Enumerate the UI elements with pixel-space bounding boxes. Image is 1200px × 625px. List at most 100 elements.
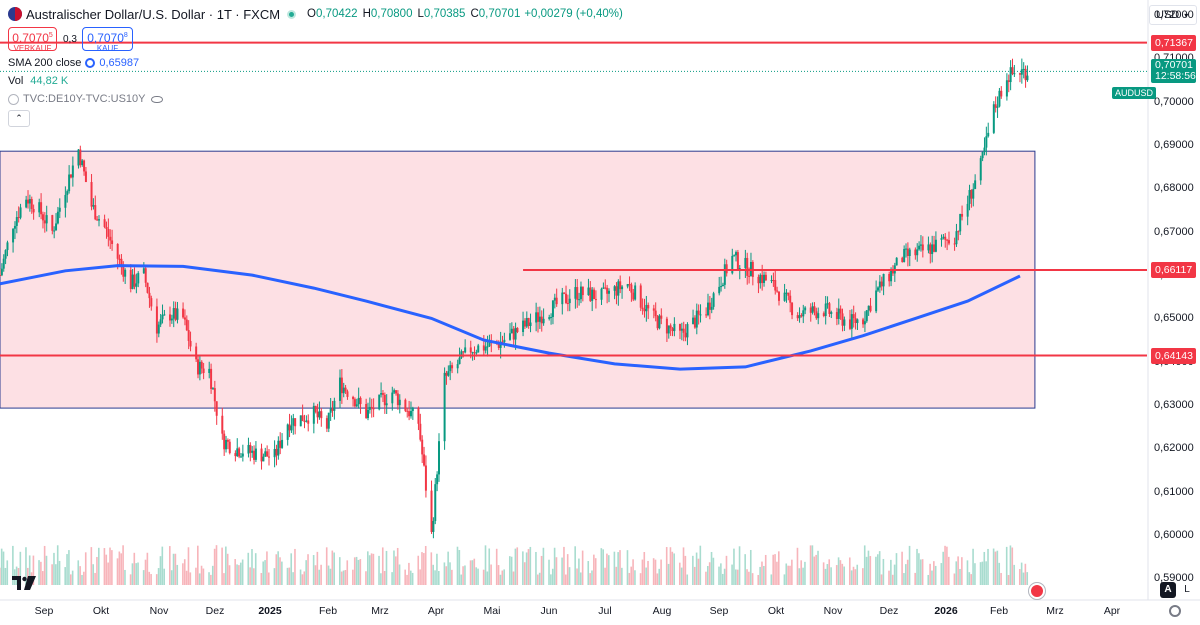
candle-body <box>161 314 164 320</box>
candle-body <box>437 441 440 475</box>
time-axis-label: Okt <box>767 605 785 617</box>
candle-body <box>699 314 702 316</box>
volume-bar <box>318 569 321 585</box>
volume-bar <box>357 559 360 585</box>
volume-bar <box>168 546 171 585</box>
candle-body <box>1005 80 1008 97</box>
volume-bar <box>279 557 281 585</box>
sell-button[interactable]: 0,70705 VERKAUF <box>8 27 57 53</box>
candle-body <box>680 328 683 331</box>
candle-body <box>916 249 919 256</box>
volume-bar <box>277 551 279 585</box>
candle-body <box>581 286 584 296</box>
volume-bar <box>621 567 623 585</box>
candle-body <box>81 160 84 166</box>
sma-legend[interactable]: SMA 200 close 0,65987 <box>8 57 139 69</box>
gear-icon[interactable] <box>1169 605 1181 617</box>
price-zone-rectangle[interactable] <box>0 150 1036 409</box>
volume-bar <box>129 574 132 585</box>
volume-bar <box>830 567 832 585</box>
volume-bar <box>777 551 780 585</box>
buy-price: 0,7070 <box>87 31 124 45</box>
candle-body <box>195 346 198 360</box>
volume-bar <box>161 546 164 585</box>
spread-symbol-legend[interactable]: TVC:DE10Y-TVC:US10Y <box>8 93 164 105</box>
economic-events-icon[interactable] <box>1029 583 1045 599</box>
volume-bar <box>238 565 240 585</box>
candle-body <box>221 415 224 434</box>
volume-bar <box>813 556 816 585</box>
auto-scale-button[interactable]: A <box>1160 582 1176 598</box>
volume-bar <box>381 547 384 585</box>
volume-bar <box>764 554 767 585</box>
volume-bar <box>876 554 879 585</box>
volume-bar <box>111 550 113 585</box>
candle-body <box>1020 69 1023 75</box>
candle-body <box>163 314 166 316</box>
volume-bar <box>124 569 126 585</box>
volume-bar <box>239 562 242 585</box>
candle-body <box>275 448 278 456</box>
symbol-title[interactable]: Australischer Dollar/U.S. Dollar · 1T · … <box>26 6 281 22</box>
candle-body <box>146 282 149 293</box>
candle-body <box>28 199 31 204</box>
candle-body <box>107 228 110 237</box>
volume-bar <box>529 546 532 585</box>
candle-body <box>626 284 629 287</box>
volume-bar <box>380 573 382 585</box>
volume-bar <box>292 572 294 585</box>
hidden-eye-icon[interactable] <box>151 95 164 103</box>
candle-body <box>901 257 904 263</box>
volume-bar <box>686 574 689 585</box>
currency-selector[interactable]: USD ▾ <box>1149 5 1197 25</box>
price-axis-label: 0,65000 <box>1154 312 1194 325</box>
volume-bar <box>682 547 685 585</box>
candle-body <box>587 287 590 296</box>
volume-bar <box>695 552 698 585</box>
candle-body <box>17 217 20 219</box>
volume-bar <box>333 552 335 585</box>
volume-bar <box>38 560 40 585</box>
volume-bar <box>770 574 773 585</box>
price-axis-label: 0,68000 <box>1154 182 1194 195</box>
time-axis-label: 2026 <box>934 605 958 617</box>
candle-body <box>551 300 554 317</box>
buy-button[interactable]: 0,70708 KAUF <box>82 27 133 53</box>
log-scale-button[interactable]: L <box>1184 584 1190 595</box>
volume-bar <box>927 574 930 585</box>
candle-body <box>854 318 857 324</box>
volume-bar <box>4 567 7 585</box>
candle-body <box>370 406 373 408</box>
volume-bar <box>329 568 332 585</box>
volume-bar <box>378 555 380 585</box>
volume-legend[interactable]: Vol 44,82 K <box>8 75 68 87</box>
candle-body <box>4 250 7 259</box>
volume-bar <box>720 563 722 585</box>
collapse-legend-button[interactable]: ⌃ <box>8 110 30 127</box>
tradingview-logo-icon[interactable] <box>12 576 36 590</box>
volume-bar <box>228 565 231 585</box>
candle-body <box>905 248 908 250</box>
sma-settings-icon[interactable] <box>85 58 96 68</box>
candle-body <box>942 236 945 239</box>
volume-bar <box>449 562 451 585</box>
volume-bar <box>643 552 646 585</box>
volume-bar <box>579 572 582 585</box>
candle-body <box>841 313 844 326</box>
candle-body <box>1007 80 1010 83</box>
candle-body <box>746 257 749 276</box>
candle-body <box>436 474 439 485</box>
candle-body <box>344 387 347 392</box>
candle-body <box>736 252 739 270</box>
volume-bar <box>421 552 423 585</box>
volume-bar <box>576 568 578 585</box>
volume-bar <box>669 547 672 585</box>
volume-bar <box>195 567 197 585</box>
candle-body <box>579 286 582 300</box>
volume-bar <box>210 574 212 585</box>
candle-body <box>120 258 123 266</box>
volume-label: Vol <box>8 75 24 87</box>
candle-body <box>77 149 80 166</box>
candle-body <box>303 420 306 422</box>
